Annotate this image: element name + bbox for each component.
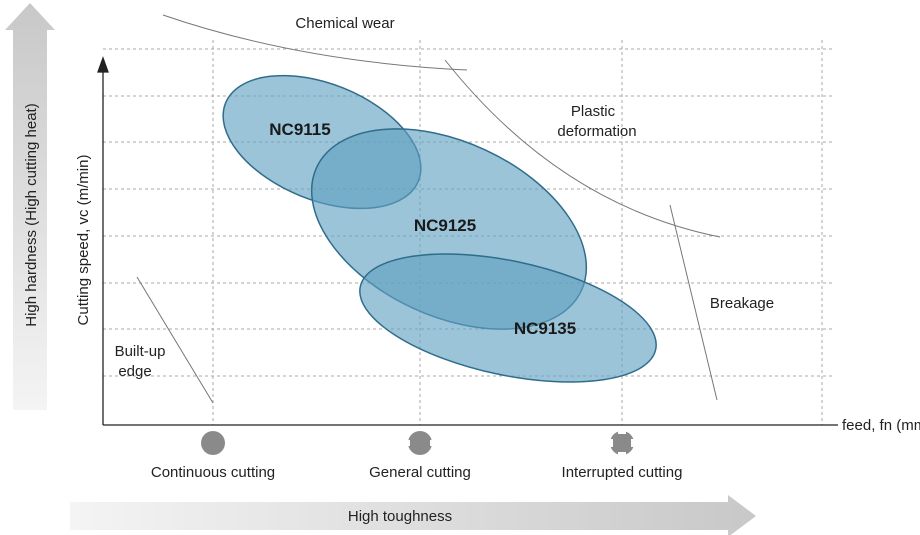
- toughness-arrow: [70, 495, 756, 535]
- region-label: Chemical wear: [295, 15, 394, 32]
- grade-label: NC9135: [514, 319, 576, 338]
- grade-label: NC9125: [414, 216, 476, 235]
- grade-label: NC9115: [269, 120, 330, 139]
- y-axis-label: Cutting speed, vc (m/min): [75, 155, 92, 326]
- hardness-arrow-label: High hardness (High cutting heat): [23, 103, 40, 326]
- region-label: Breakage: [710, 295, 774, 312]
- cutting-type-label: Continuous cutting: [151, 464, 275, 481]
- cutting-type-label: General cutting: [369, 464, 471, 481]
- built-up-edge-line: [136, 276, 214, 404]
- region-label-line: Plastic: [571, 103, 616, 120]
- hardness-arrow: [5, 3, 55, 410]
- region-label: Built-up edge: [115, 343, 166, 380]
- axes: [97, 56, 838, 426]
- plastic-deformation-line: [444, 59, 721, 238]
- region-label-line: edge: [118, 363, 151, 380]
- toughness-arrow-label: High toughness: [348, 508, 452, 525]
- cutting-icons: [201, 429, 636, 457]
- cutting-type-label: Interrupted cutting: [562, 464, 683, 481]
- x-axis-label: feed, fn (mm/rev): [842, 417, 920, 434]
- region-label: Plastic deformation: [557, 103, 636, 140]
- region-label-line: Built-up: [115, 343, 166, 360]
- region-label-line: deformation: [557, 123, 636, 140]
- grade-area: [359, 253, 657, 383]
- chemical-wear-line: [162, 14, 468, 71]
- breakage-line: [669, 204, 718, 401]
